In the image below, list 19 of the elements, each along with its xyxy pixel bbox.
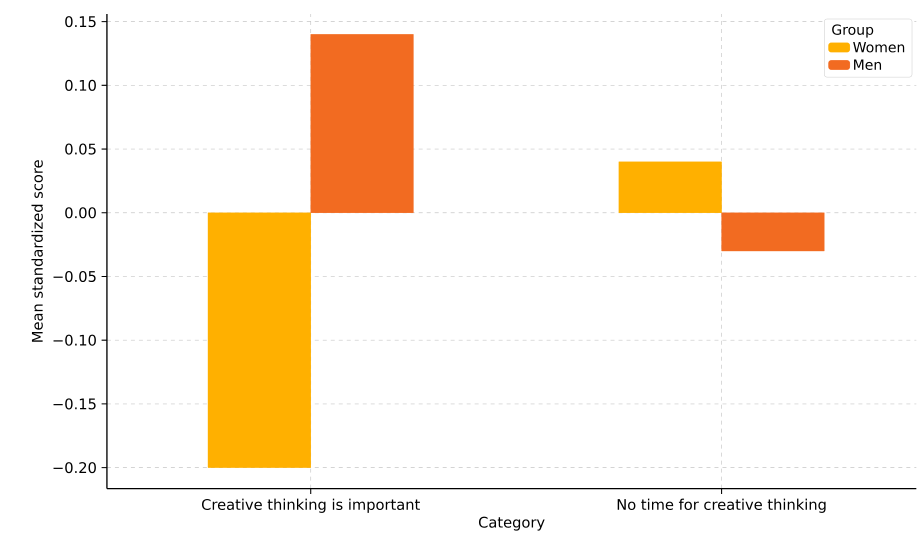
y-tick-label: 0.15: [65, 16, 96, 28]
bar: [618, 162, 722, 214]
y-tick-label: 0.05: [65, 144, 96, 155]
y-tick-label: −0.05: [54, 271, 96, 282]
x-tick-label: No time for creative thinking: [618, 498, 826, 514]
x-axis-title: Category: [478, 516, 545, 531]
y-tick-label: 0.10: [65, 80, 96, 92]
legend-label: Women: [853, 42, 904, 53]
legend-label: Men: [854, 60, 882, 70]
bar: [721, 212, 824, 252]
legend-title: Group: [832, 24, 874, 38]
y-axis-title: Mean standardized score: [31, 160, 43, 342]
bar: [310, 34, 414, 214]
y-tick-label: −0.20: [54, 462, 96, 474]
x-tick-label: Creative thinking is important: [202, 498, 420, 514]
y-tick-label: 0.00: [65, 207, 96, 219]
bar: [208, 212, 311, 468]
y-tick-label: −0.10: [54, 334, 96, 346]
y-tick-label: −0.15: [54, 398, 96, 410]
